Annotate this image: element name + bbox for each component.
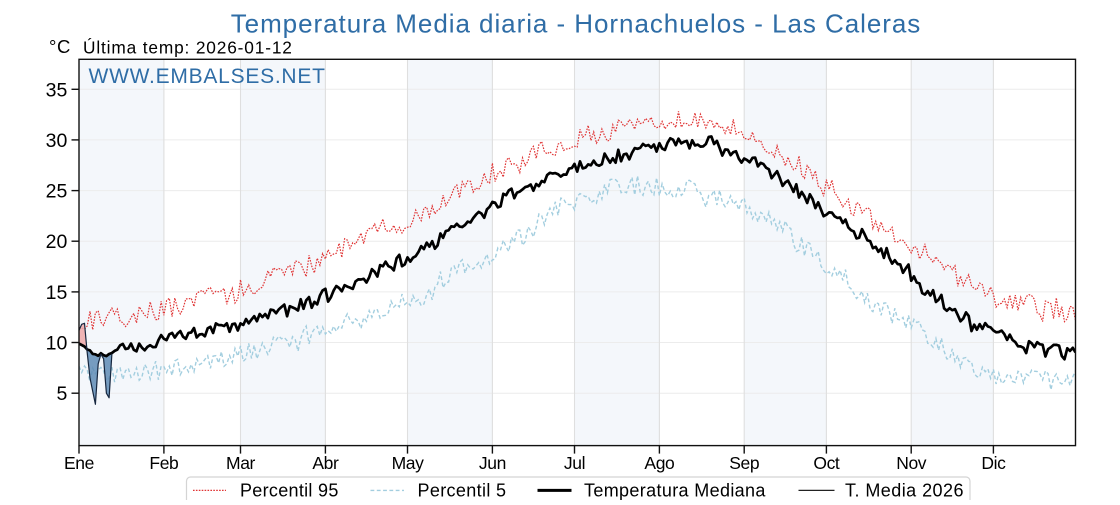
svg-text:Jul: Jul <box>564 453 585 473</box>
svg-text:Sep: Sep <box>729 453 759 473</box>
svg-text:Ene: Ene <box>64 453 94 473</box>
svg-text:WWW.EMBALSES.NET: WWW.EMBALSES.NET <box>89 65 326 88</box>
svg-text:Mar: Mar <box>226 453 256 473</box>
svg-text:30: 30 <box>46 130 68 152</box>
svg-text:May: May <box>392 453 425 473</box>
svg-text:Última temp: 2026-01-12: Última temp: 2026-01-12 <box>83 38 293 58</box>
svg-text:°C: °C <box>49 36 71 57</box>
svg-text:35: 35 <box>46 79 68 101</box>
svg-text:10: 10 <box>46 333 68 355</box>
svg-text:Ago: Ago <box>644 453 674 473</box>
svg-text:Nov: Nov <box>896 453 927 473</box>
svg-text:Jun: Jun <box>479 453 506 473</box>
svg-text:25: 25 <box>46 181 68 203</box>
svg-text:15: 15 <box>46 282 68 304</box>
svg-text:Oct: Oct <box>813 453 840 473</box>
svg-text:Temperatura Media diaria - Hor: Temperatura Media diaria - Hornachuelos … <box>231 9 922 39</box>
svg-text:T. Media 2026: T. Media 2026 <box>845 480 964 500</box>
svg-text:Temperatura Mediana: Temperatura Mediana <box>584 480 766 500</box>
svg-text:20: 20 <box>46 231 68 253</box>
svg-text:Dic: Dic <box>981 453 1006 473</box>
svg-text:Abr: Abr <box>312 453 339 473</box>
svg-text:Percentil 5: Percentil 5 <box>418 480 507 500</box>
svg-text:5: 5 <box>56 383 67 405</box>
svg-text:Percentil 95: Percentil 95 <box>240 480 339 500</box>
svg-text:Feb: Feb <box>149 453 178 473</box>
